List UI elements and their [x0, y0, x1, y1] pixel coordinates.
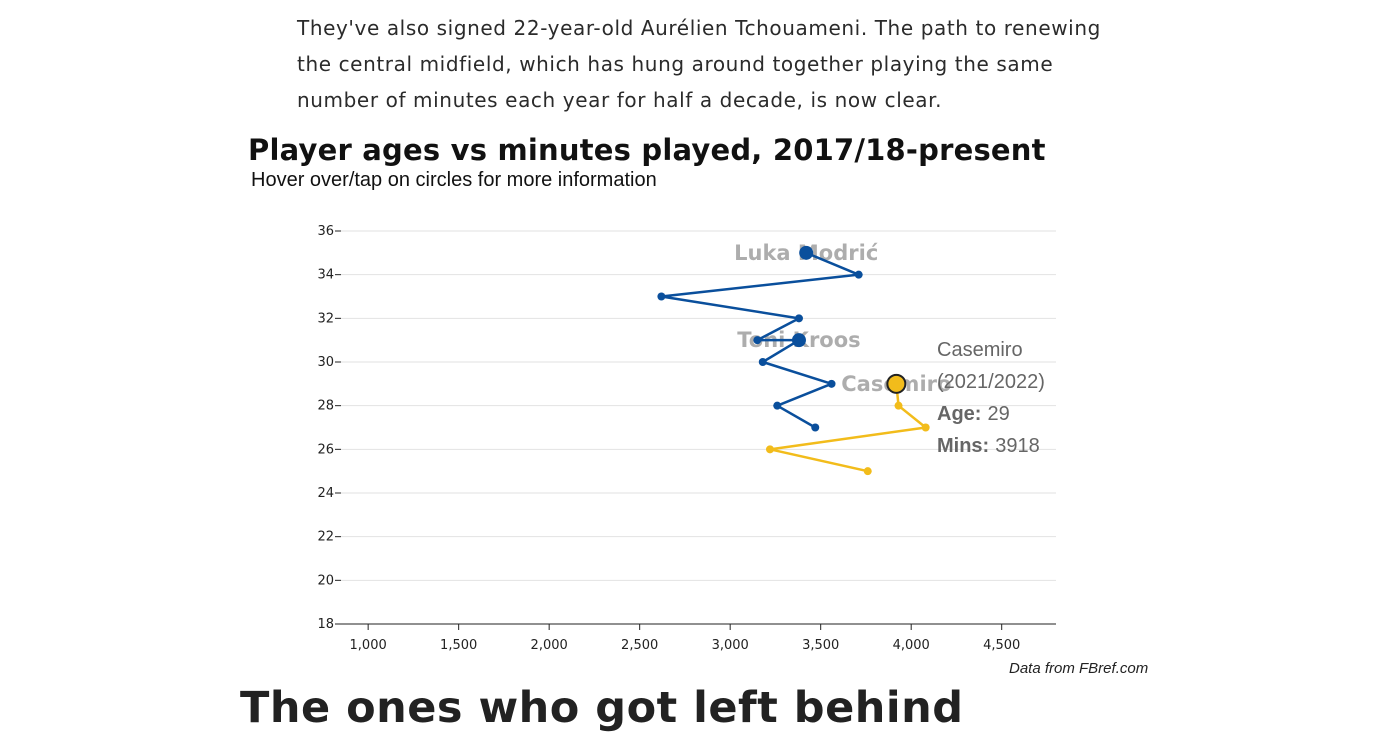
- section-heading: The ones who got left behind: [240, 683, 964, 733]
- x-tick-label: 1,000: [350, 638, 387, 653]
- tooltip-mins-label: Mins:: [937, 435, 989, 457]
- x-tick-label: 1,500: [440, 638, 477, 653]
- y-tick-label: 26: [317, 442, 334, 457]
- tooltip-mins: Mins: 3918: [937, 435, 1040, 457]
- tooltip-age-label: Age:: [937, 403, 981, 425]
- tooltip-season: (2021/2022): [937, 371, 1045, 393]
- tooltip-age-value: 29: [987, 403, 1009, 425]
- data-point: [773, 401, 782, 410]
- data-point: [854, 270, 863, 279]
- data-point: [894, 401, 903, 410]
- y-tick-label: 20: [317, 573, 334, 588]
- data-point: [766, 445, 774, 454]
- data-source-credit: Data from FBref.com: [1009, 660, 1149, 677]
- data-point: [827, 379, 836, 388]
- tooltip: Casemiro (2021/2022) Age: 29 Mins: 3918: [937, 339, 1045, 457]
- y-tick-label: 34: [317, 268, 334, 283]
- y-tick-label: 30: [317, 355, 334, 370]
- x-tick-label: 2,000: [531, 638, 568, 653]
- x-tick-label: 3,500: [802, 638, 839, 653]
- series-luka-modri-: [758, 333, 836, 432]
- series-layer: [657, 245, 930, 476]
- y-tick-label: 28: [317, 399, 334, 414]
- tooltip-age: Age: 29: [937, 403, 1010, 425]
- grid-layer: [341, 230, 1056, 581]
- chart-subtitle: Hover over/tap on circles for more infor…: [251, 169, 657, 191]
- series-toni-kroos: [657, 245, 863, 345]
- data-point: [794, 314, 803, 323]
- data-point: [811, 423, 820, 432]
- intro-paragraph: They've also signed 22-year-old Aurélien…: [297, 16, 1101, 112]
- y-tick-label: 18: [317, 617, 334, 632]
- data-point: [794, 336, 803, 345]
- x-tick-label: 4,500: [983, 638, 1020, 653]
- data-point: [657, 292, 666, 301]
- y-tick-label: 24: [317, 486, 334, 501]
- x-tick-label: 4,000: [893, 638, 930, 653]
- highlighted-point: [886, 373, 907, 394]
- tooltip-mins-value: 3918: [995, 435, 1040, 457]
- data-point: [753, 336, 762, 345]
- series-line: [761, 339, 833, 429]
- x-tick-label: 2,500: [621, 638, 658, 653]
- series-line: [768, 383, 927, 473]
- x-tick-label: 3,000: [712, 638, 749, 653]
- axis-layer: 18 20 22 24 26 28 30 32 34 36 1,000 1,500 2,000 2,500…: [317, 224, 1056, 653]
- series-line: [660, 251, 860, 342]
- y-tick-label: 22: [317, 530, 334, 545]
- data-point: [921, 423, 930, 432]
- y-tick-label: 32: [317, 311, 334, 326]
- data-point: [799, 245, 814, 260]
- data-point: [863, 467, 872, 476]
- chart-title: Player ages vs minutes played, 2017/18-p…: [248, 133, 1046, 167]
- y-tick-label: 36: [317, 224, 334, 239]
- data-point: [758, 358, 767, 366]
- tooltip-player-name: Casemiro: [937, 339, 1023, 361]
